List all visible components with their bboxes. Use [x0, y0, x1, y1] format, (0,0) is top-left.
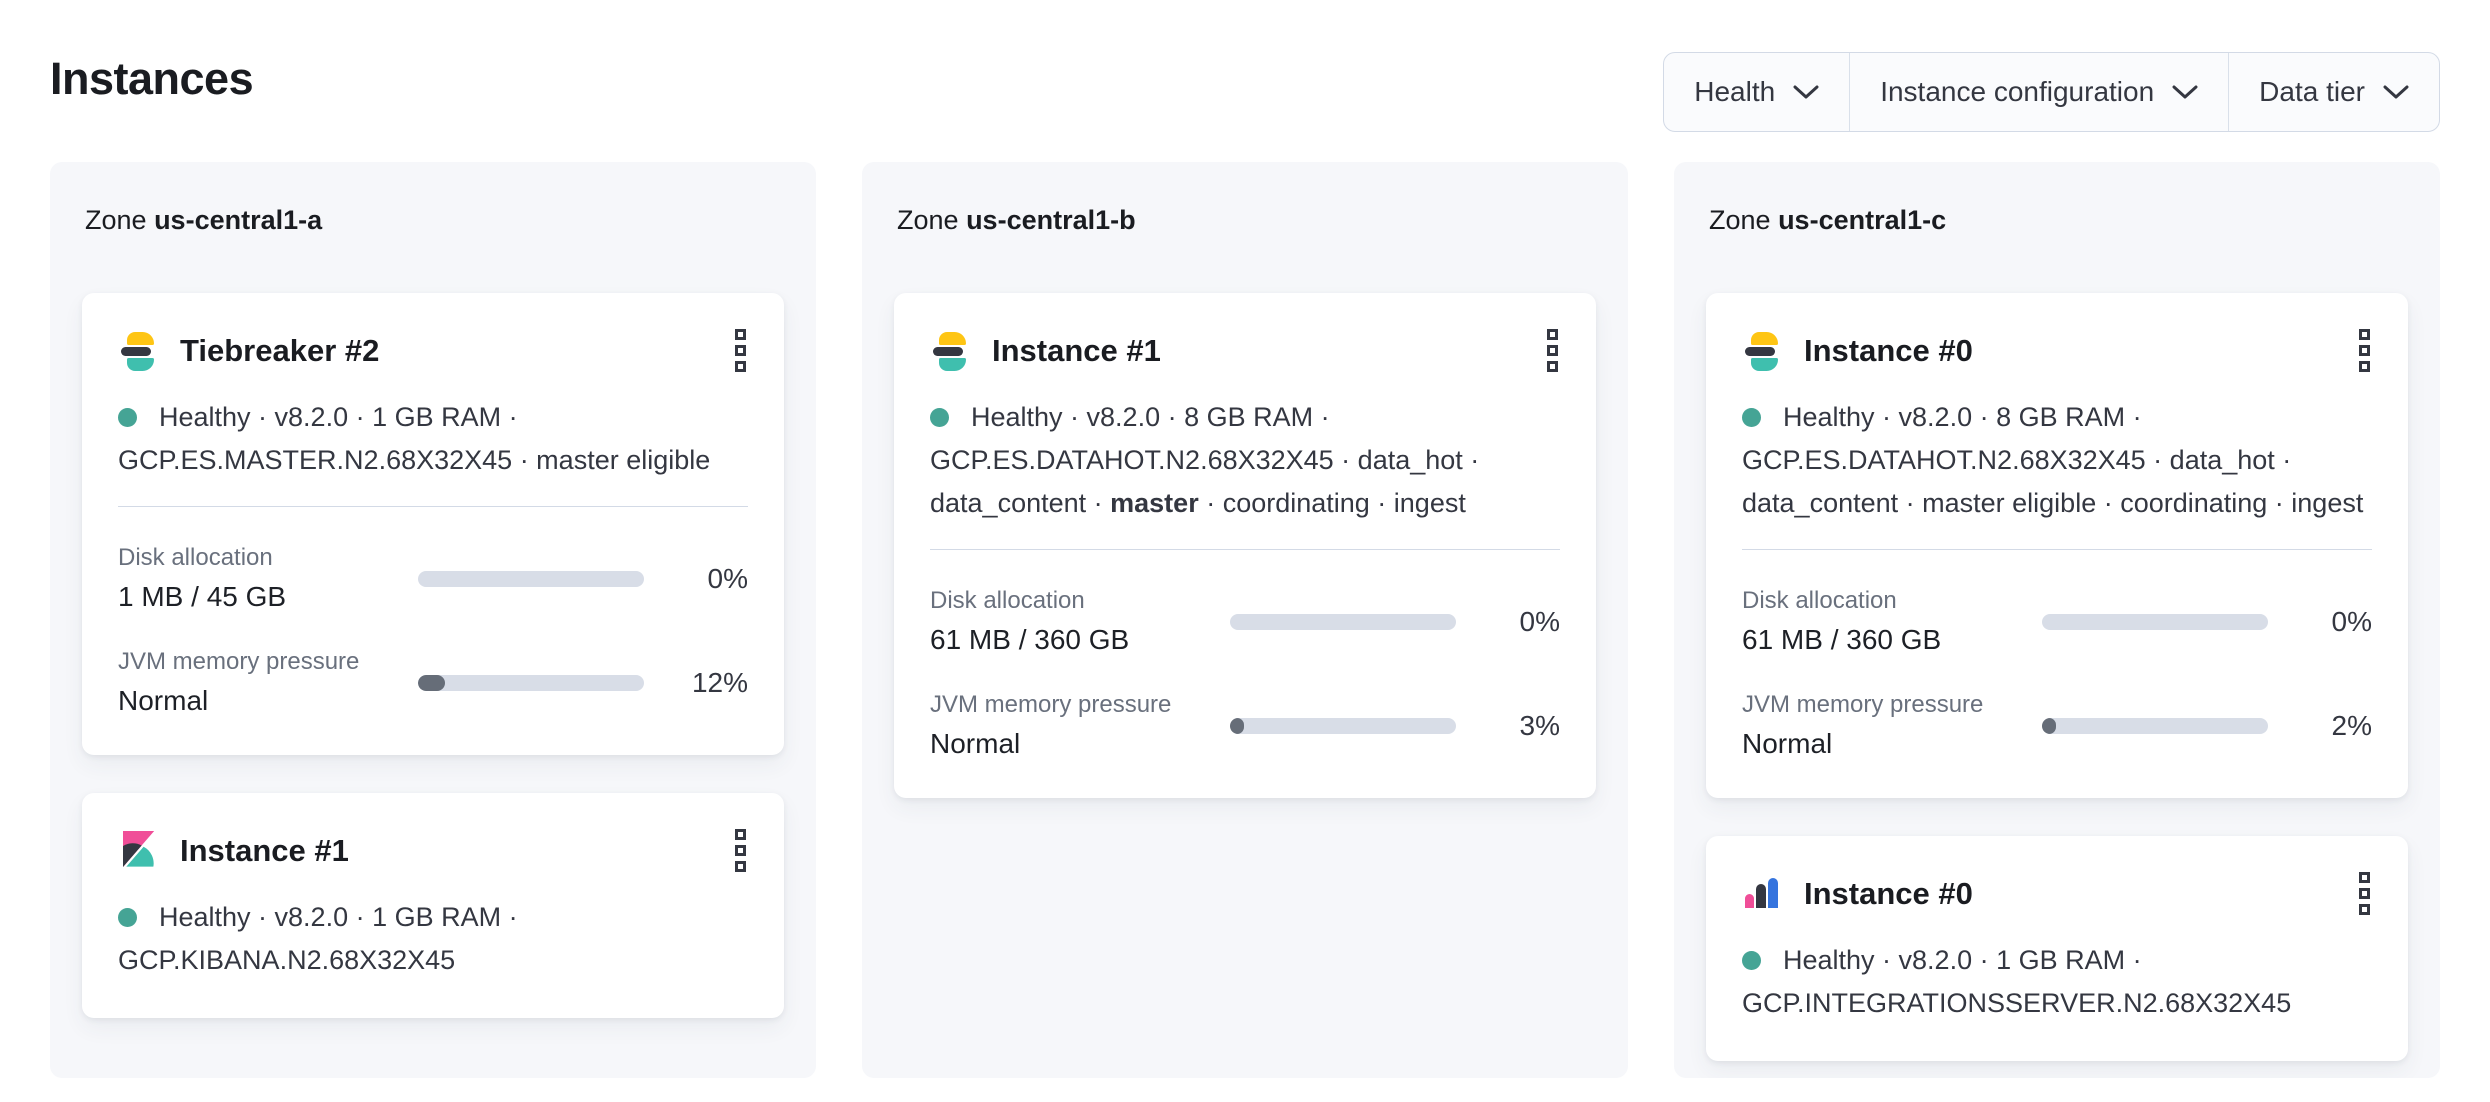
filter-instance-configuration-label: Instance configuration [1880, 76, 2155, 107]
metric-label: Disk allocation [118, 544, 273, 571]
zone-us-central1-a: Zone us-central1-a Tiebreaker #2 [50, 162, 816, 1078]
elasticsearch-logo-icon [930, 331, 970, 371]
metric-label: JVM memory pressure [118, 648, 360, 675]
kebab-menu-icon [2359, 329, 2370, 340]
chevron-down-icon [2172, 85, 2198, 98]
filter-data-tier-label: Data tier [2259, 76, 2365, 107]
jvm-memory-pressure-bar [2042, 718, 2268, 734]
instance-menu-button[interactable] [733, 827, 748, 874]
metric-label: JVM memory pressure [1742, 691, 1984, 718]
metric-value: 1 MB / 45 GB [118, 581, 287, 612]
filter-health-button[interactable]: Health [1664, 53, 1849, 131]
instance-title: Instance #0 [1804, 875, 1973, 911]
filter-group: Health Instance configuration Data tier [1663, 52, 2440, 132]
zone-label: Zone us-central1-b [897, 205, 1136, 235]
filter-instance-configuration-button[interactable]: Instance configuration [1849, 53, 2228, 131]
instance-card-tiebreaker-2: Tiebreaker #2 Healthy · v8.2.0 · 1 GB RA… [82, 293, 784, 755]
card-header: Instance #0 [1742, 870, 2372, 917]
instance-card-es-0: Instance #0 Healthy · v8.2.0 · 8 GB RAM … [1706, 293, 2408, 798]
card-header: Instance #1 [118, 827, 748, 874]
zone-label: Zone us-central1-a [85, 205, 323, 235]
metric-percent: 2% [2331, 710, 2372, 741]
master-role-badge: master [1110, 488, 1199, 518]
zones-row: Zone us-central1-a Tiebreaker #2 [50, 162, 2440, 1078]
instance-title: Instance #1 [992, 332, 1161, 368]
metric-value: Normal [930, 728, 1021, 759]
metric-jvm-memory-pressure: JVM memory pressure Normal 12% [118, 647, 748, 719]
instance-card-es-1: Instance #1 Healthy · v8.2.0 · 8 GB RAM … [894, 293, 1596, 798]
instance-title: Tiebreaker #2 [180, 332, 380, 368]
metric-percent: 3% [1519, 710, 1560, 741]
elasticsearch-logo-icon [118, 331, 158, 371]
instance-meta: Healthy · v8.2.0 · 1 GB RAM · GCP.ES.MAS… [118, 402, 711, 475]
metric-percent: 0% [707, 563, 748, 594]
zone-name: us-central1-c [1778, 205, 1947, 235]
instance-meta: Healthy · v8.2.0 · 1 GB RAM · GCP.KIBANA… [118, 902, 518, 975]
instance-title: Instance #1 [180, 832, 349, 868]
health-status-dot [118, 908, 137, 927]
metric-percent: 0% [2331, 606, 2372, 637]
kebab-menu-icon [1547, 329, 1558, 340]
zone-name: us-central1-b [966, 205, 1136, 235]
kebab-menu-icon [735, 829, 746, 840]
zone-label: Zone us-central1-c [1709, 205, 1947, 235]
metric-jvm-memory-pressure: JVM memory pressure Normal 3% [930, 690, 1560, 762]
metric-percent: 0% [1519, 606, 1560, 637]
instance-menu-button[interactable] [2357, 327, 2372, 374]
disk-allocation-bar [1230, 614, 1456, 630]
divider [118, 506, 748, 507]
elasticsearch-logo-icon [1742, 331, 1782, 371]
kibana-logo-icon [118, 830, 158, 871]
health-status-dot [1742, 408, 1761, 427]
zone-us-central1-b: Zone us-central1-b Instance #1 Hea [862, 162, 1628, 1078]
divider [1742, 549, 2372, 550]
instance-card-integrations-0: Instance #0 Healthy · v8.2.0 · 1 GB RAM … [1706, 836, 2408, 1061]
metric-value: 61 MB / 360 GB [930, 624, 1130, 655]
metric-percent: 12% [691, 667, 748, 698]
instance-card-kibana-1: Instance #1 Healthy · v8.2.0 · 1 GB RAM … [82, 793, 784, 1018]
metric-disk-allocation: Disk allocation 61 MB / 360 GB 0% [930, 586, 1560, 658]
card-header: Tiebreaker #2 [118, 327, 748, 374]
instance-meta: Healthy · v8.2.0 · 8 GB RAM · GCP.ES.DAT… [1742, 402, 2364, 518]
jvm-memory-pressure-bar [1230, 718, 1456, 734]
metric-value: Normal [118, 685, 209, 716]
disk-allocation-bar [2042, 614, 2268, 630]
divider [930, 549, 1560, 550]
metric-label: Disk allocation [930, 587, 1085, 614]
health-status-dot [1742, 951, 1761, 970]
metric-jvm-memory-pressure: JVM memory pressure Normal 2% [1742, 690, 2372, 762]
metric-disk-allocation: Disk allocation 1 MB / 45 GB 0% [118, 543, 748, 615]
metric-value: Normal [1742, 728, 1833, 759]
page-title: Instances [50, 53, 254, 104]
health-status-dot [930, 408, 949, 427]
filter-health-label: Health [1694, 76, 1776, 107]
instance-meta: Healthy · v8.2.0 · 1 GB RAM · GCP.INTEGR… [1742, 945, 2292, 1018]
page-header: Instances Health Instance configuration … [0, 0, 2490, 132]
integrations-server-logo-icon [1742, 874, 1782, 914]
metric-label: JVM memory pressure [930, 691, 1172, 718]
metric-disk-allocation: Disk allocation 61 MB / 360 GB 0% [1742, 586, 2372, 658]
disk-allocation-bar [418, 571, 644, 587]
instance-menu-button[interactable] [2357, 870, 2372, 917]
instance-title: Instance #0 [1804, 332, 1973, 368]
chevron-down-icon [2383, 85, 2409, 98]
jvm-memory-pressure-bar [418, 675, 644, 691]
instance-menu-button[interactable] [733, 327, 748, 374]
card-header: Instance #0 [1742, 327, 2372, 374]
filter-data-tier-button[interactable]: Data tier [2228, 53, 2439, 131]
kebab-menu-icon [735, 329, 746, 340]
metric-label: Disk allocation [1742, 587, 1897, 614]
chevron-down-icon [1793, 85, 1819, 98]
kebab-menu-icon [2359, 872, 2370, 883]
metric-value: 61 MB / 360 GB [1742, 624, 1942, 655]
health-status-dot [118, 408, 137, 427]
card-header: Instance #1 [930, 327, 1560, 374]
instance-meta: Healthy · v8.2.0 · 8 GB RAM · GCP.ES.DAT… [930, 402, 1480, 518]
zone-name: us-central1-a [154, 205, 323, 235]
zone-us-central1-c: Zone us-central1-c Instance #0 Hea [1674, 162, 2440, 1078]
instance-menu-button[interactable] [1545, 327, 1560, 374]
